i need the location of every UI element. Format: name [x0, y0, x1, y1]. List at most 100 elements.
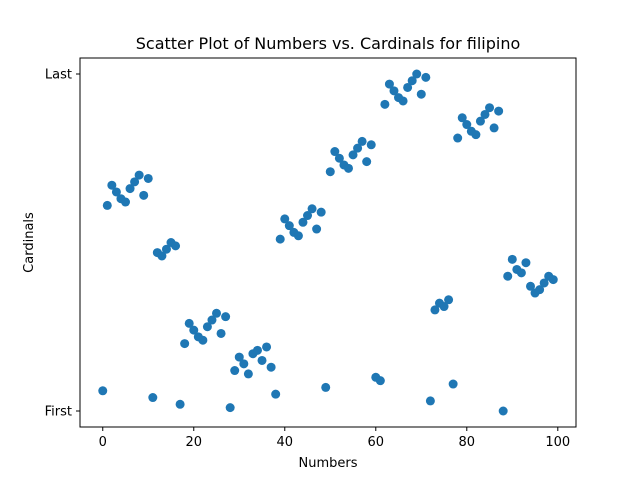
- data-point: [480, 109, 490, 119]
- data-point: [239, 359, 249, 369]
- data-point: [421, 72, 431, 82]
- data-point: [221, 312, 231, 322]
- data-point: [130, 177, 140, 187]
- data-point: [316, 207, 326, 217]
- data-point: [298, 217, 308, 227]
- data-point: [257, 355, 267, 365]
- data-point: [548, 275, 558, 285]
- data-point: [503, 271, 513, 281]
- data-point: [539, 278, 549, 288]
- data-point: [275, 234, 285, 244]
- data-point: [526, 281, 535, 291]
- data-point: [462, 120, 472, 130]
- x-axis-ticks: 0 20 40 60 80 100: [99, 427, 570, 450]
- data-point: [457, 113, 467, 123]
- data-point: [475, 116, 485, 126]
- data-point: [284, 221, 294, 231]
- data-point: [230, 366, 240, 376]
- data-point: [303, 211, 313, 221]
- data-point: [439, 302, 449, 312]
- data-point: [143, 173, 153, 183]
- data-point: [321, 382, 331, 392]
- data-point: [225, 403, 235, 413]
- x-tick-label: 40: [276, 435, 293, 450]
- data-point: [262, 342, 272, 352]
- data-point: [293, 231, 303, 241]
- data-point: [157, 251, 167, 261]
- data-point: [111, 187, 121, 197]
- data-point: [389, 86, 399, 96]
- data-point: [380, 99, 390, 109]
- axes: [79, 57, 577, 428]
- data-point: [403, 82, 413, 92]
- data-point: [375, 376, 385, 386]
- x-tick-label: 60: [368, 435, 385, 450]
- data-point: [407, 76, 417, 86]
- data-point: [307, 204, 317, 214]
- data-point: [384, 79, 394, 89]
- data-point: [334, 153, 344, 163]
- data-point: [125, 184, 135, 194]
- data-point: [148, 393, 158, 403]
- data-point: [234, 352, 244, 362]
- data-point: [366, 140, 376, 150]
- data-point: [425, 396, 435, 406]
- data-point: [280, 214, 290, 224]
- data-point: [266, 362, 276, 372]
- data-point: [243, 369, 253, 379]
- x-tick-label: 100: [545, 435, 570, 450]
- data-point: [312, 224, 322, 234]
- data-point: [521, 258, 531, 268]
- data-point: [271, 389, 281, 399]
- data-point: [216, 328, 226, 338]
- data-point: [357, 136, 367, 146]
- data-point: [134, 170, 144, 180]
- data-point: [180, 339, 190, 349]
- chart-title: Scatter Plot of Numbers vs. Cardinals fo…: [136, 34, 521, 53]
- data-point: [448, 379, 458, 389]
- data-point: [430, 305, 440, 315]
- data-point: [161, 244, 171, 254]
- data-point: [98, 386, 108, 396]
- data-point: [252, 345, 262, 355]
- data-point: [139, 190, 149, 200]
- y-tick-label: Last: [45, 68, 72, 83]
- data-point: [102, 200, 112, 210]
- data-point: [121, 197, 130, 207]
- y-axis-label: Cardinals: [22, 212, 37, 273]
- data-point: [416, 89, 426, 99]
- data-point: [184, 318, 194, 328]
- data-point: [343, 163, 353, 173]
- data-point: [498, 406, 508, 416]
- data-point: [535, 285, 545, 295]
- data-point: [412, 69, 422, 79]
- data-point: [471, 130, 481, 140]
- data-point: [348, 150, 358, 160]
- x-tick-label: 20: [185, 435, 202, 450]
- data-point: [485, 103, 495, 113]
- data-point: [325, 167, 335, 177]
- x-tick-label: 0: [99, 435, 107, 450]
- data-point: [362, 157, 372, 167]
- data-point: [198, 335, 208, 345]
- data-point: [207, 315, 217, 325]
- y-axis-ticks: First Last: [45, 68, 80, 420]
- axes-frame: [79, 57, 577, 428]
- data-point: [330, 147, 340, 157]
- data-point: [171, 241, 181, 251]
- data-point: [489, 123, 499, 133]
- data-point: [398, 96, 408, 106]
- data-point: [175, 399, 185, 409]
- y-tick-label: First: [45, 405, 72, 420]
- data-point: [202, 322, 212, 332]
- data-point: [212, 308, 222, 318]
- data-point: [453, 133, 463, 143]
- data-point: [494, 106, 504, 116]
- data-point: [189, 325, 199, 335]
- plot-area: [98, 69, 558, 416]
- data-point: [516, 268, 526, 278]
- data-point: [353, 143, 363, 153]
- x-tick-label: 80: [459, 435, 476, 450]
